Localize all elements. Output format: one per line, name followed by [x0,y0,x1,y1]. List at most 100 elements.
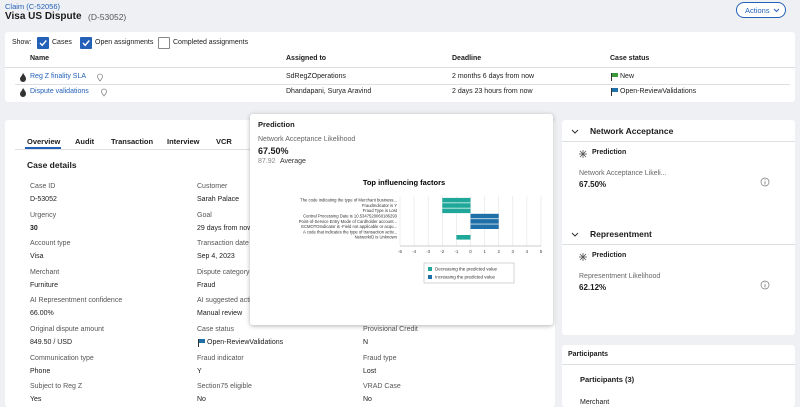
field-value: 30 [30,224,38,232]
tab[interactable]: Overview [27,137,61,146]
field-label: Original dispute amount [30,326,104,333]
section-title: Case details [27,160,77,170]
field-value: D-53052 [30,196,57,203]
x-tick-label: -2 [440,249,444,254]
collapse-chevron [571,129,579,134]
actions-button[interactable]: Actions [736,2,786,18]
assignment-cell: SdRegZOperations [286,73,346,80]
x-tick-label: -4 [412,249,416,254]
urgency-icon [20,88,26,97]
active-tab-indicator [25,147,61,149]
metric-label: Network Acceptance Likeli... [579,170,667,177]
factor-label: The code indicating the type of Merchant… [300,198,397,203]
status-flag [198,339,205,347]
field-label: Fraud indicator [197,354,244,362]
factor-label: Fraud Type is Lost [363,208,398,213]
assignment-link[interactable]: Dispute validations [30,88,89,95]
column-header: Assigned to [286,55,327,62]
collapse-chevron [571,232,579,237]
assignment-cell: Open-ReviewValidations [620,88,697,95]
factor-chart: Top influencing factors -5 -4 -3 -2 -1 0 1 2 3 4 5 T… [299,178,543,284]
field-value: 29 days from now [197,224,253,232]
metric-value: 67.50% [579,180,607,189]
participants-count[interactable]: Participants (3) [580,375,635,384]
field-label: Fraud type [363,354,397,362]
legend-swatch [428,275,432,279]
x-tick-label: 3 [512,249,515,254]
field-value: No [363,396,372,404]
field-label: Transaction date [197,240,249,248]
bar [442,208,471,214]
factor-label: Central Processing Date is 10.5347520060… [303,214,397,219]
field-value: No [197,396,206,404]
metric-value: 67.50% [258,146,289,156]
legend-swatch [428,267,432,271]
field-label: Provisional Credit [363,326,418,333]
bar [470,219,499,224]
participant-role: Merchant [580,399,610,406]
field-label: Urgency [30,211,57,219]
participants-panel: Participants Participants (3) Merchant [562,345,795,407]
assignment-cell: 2 months 6 days from now [452,73,535,80]
checkbox-label: Open assignments [95,39,154,46]
tab[interactable]: VCR [216,137,232,146]
factor-label: A code that indicates the type of transa… [303,229,397,234]
field-value: Visa [30,253,44,261]
field-label: Communication type [30,354,94,362]
prediction-popup: Prediction Network Acceptance Likelihood… [250,114,553,325]
breadcrumb[interactable]: Claim (C-52056) [5,2,61,11]
field-value: Y [197,367,202,375]
x-tick-label: 1 [483,249,486,254]
bar [442,197,471,203]
prediction-icon [579,253,587,261]
checkbox-label: Cases [52,39,72,46]
factor-label: FraudIndicator is Y [362,203,397,208]
tab[interactable]: Transaction [111,137,154,146]
field-value: 66.00% [30,310,54,318]
field-label: Goal [197,211,212,219]
actions-label: Actions [745,6,770,15]
checkbox[interactable] [80,37,92,49]
field-value: Fraud [197,281,216,289]
field-label: AI suggested acti... [197,297,257,305]
section-title: Network Acceptance [590,126,674,136]
divider [562,244,795,245]
assignment-link[interactable]: Reg Z finality SLA [30,73,87,80]
urgency-icon [20,73,26,82]
field-label: AI Representment confidence [30,297,123,305]
field-value: Sarah Palace [197,196,240,203]
x-tick-label: -1 [454,249,458,254]
field-label: Account type [30,240,71,248]
show-label: Show: [12,39,32,46]
field-label: Customer [197,183,228,190]
assignment-cell: Dhandapani, Surya Aravind [286,88,372,95]
x-tick-label: 4 [526,249,529,254]
status-flag [611,73,618,81]
checkbox[interactable] [37,37,49,49]
field-label: Dispute category [197,268,250,276]
field-value: Furniture [30,281,59,289]
legend-box [423,262,515,284]
info-icon [760,280,770,290]
factor-label: ECMOTOIndicator is -Field not applicable… [301,224,397,229]
field-value: Manual review [197,310,243,318]
x-tick-label: -5 [398,249,402,254]
prediction-heading: Prediction [592,149,627,156]
field-label: VRAD Case [363,383,401,391]
checkbox[interactable] [158,37,170,49]
legend-label: Decreasing the predicted value [435,267,498,272]
prediction-panels: Network Acceptance Prediction Network Acce… [562,120,795,335]
baseline-value: 87.92 [258,158,276,165]
prediction-icon [579,150,587,158]
metric-label: Network Acceptance Likelihood [258,136,356,143]
factor-label: Point-of-Service Entry Mode of Cardholde… [299,219,397,224]
tab[interactable]: Audit [75,137,95,146]
metric-value: 62.12% [579,283,607,292]
participants-title: Participants [568,351,609,358]
assignments-panel: Show: Cases Open assignments Completed assi… [5,32,795,102]
assignment-cell: 2 days 23 hours from now [452,88,533,95]
tab[interactable]: Interview [167,137,200,146]
column-header: Name [30,55,50,62]
popup-title: Prediction [258,120,295,129]
chevron [773,8,780,13]
